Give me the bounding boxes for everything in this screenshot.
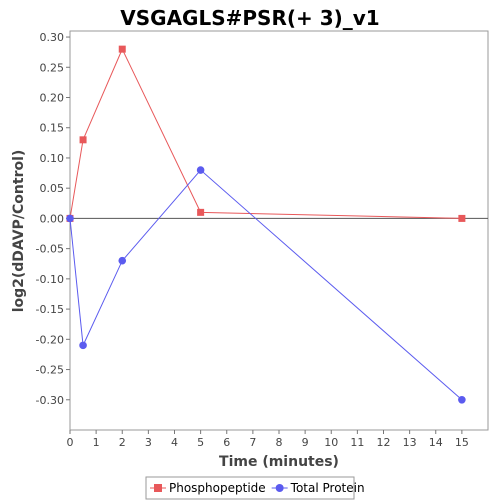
- x-tick-label: 8: [276, 436, 283, 449]
- y-tick-label: -0.30: [36, 394, 64, 407]
- data-point-phosphopeptide: [79, 136, 87, 144]
- x-tick-label: 15: [455, 436, 469, 449]
- data-point-total-protein: [66, 214, 74, 223]
- y-tick-label: 0.05: [40, 182, 65, 195]
- x-axis-label: Time (minutes): [219, 454, 339, 470]
- y-tick-label: 0.10: [40, 152, 65, 165]
- legend-marker-total-protein: [275, 484, 284, 492]
- legend-label-total-protein: Total Protein: [290, 481, 365, 495]
- y-tick-label: 0.00: [40, 212, 65, 225]
- y-tick-label: 0.30: [40, 31, 65, 44]
- x-tick-label: 9: [302, 436, 309, 449]
- data-point-phosphopeptide: [118, 45, 126, 53]
- y-axis-label: log2(dDAVP/Control): [11, 150, 27, 313]
- data-point-total-protein: [118, 256, 127, 265]
- series-group: [66, 45, 466, 404]
- x-tick-label: 0: [67, 436, 74, 449]
- legend-label-phosphopeptide: Phosphopeptide: [169, 481, 266, 495]
- data-point-total-protein: [196, 166, 205, 174]
- x-tick-label: 6: [223, 436, 230, 449]
- data-point-total-protein: [79, 341, 87, 350]
- x-tick-label: 2: [119, 436, 126, 449]
- chart-title: VSGAGLS#PSR(+ 3)_v1: [120, 6, 379, 30]
- y-tick-label: 0.20: [40, 92, 65, 105]
- data-point-phosphopeptide: [197, 208, 205, 216]
- x-axis-ticks: 0 1 2 3 4 5 6 7 8 9 10 11 12 13 14 15: [67, 430, 469, 449]
- y-tick-label: 0.25: [40, 61, 65, 74]
- x-tick-label: 12: [377, 436, 391, 449]
- y-tick-label: -0.20: [36, 333, 64, 346]
- x-tick-label: 13: [403, 436, 417, 449]
- y-tick-label: -0.05: [36, 243, 64, 256]
- data-point-total-protein: [458, 395, 466, 404]
- x-tick-label: 14: [429, 436, 443, 449]
- x-tick-label: 5: [197, 436, 204, 449]
- data-point-phosphopeptide: [458, 214, 466, 222]
- x-tick-label: 7: [249, 436, 256, 449]
- x-tick-label: 3: [145, 436, 152, 449]
- y-tick-label: -0.10: [36, 273, 64, 286]
- y-tick-label: -0.25: [36, 364, 64, 377]
- y-tick-label: -0.15: [36, 303, 64, 316]
- x-tick-label: 1: [93, 436, 100, 449]
- y-tick-label: 0.15: [40, 122, 65, 135]
- y-axis-ticks: 0.30 0.25 0.20 0.15 0.10 0.05 0.00 -0.05 -0.10 -0…: [36, 31, 70, 407]
- legend-box: [145, 476, 355, 500]
- legend-marker-phosphopeptide: [154, 484, 162, 492]
- x-tick-label: 10: [324, 436, 338, 449]
- x-tick-label: 4: [171, 436, 178, 449]
- plot-area: [69, 30, 489, 431]
- x-tick-label: 11: [350, 436, 364, 449]
- legend: Phosphopeptide Total Protein: [145, 476, 365, 500]
